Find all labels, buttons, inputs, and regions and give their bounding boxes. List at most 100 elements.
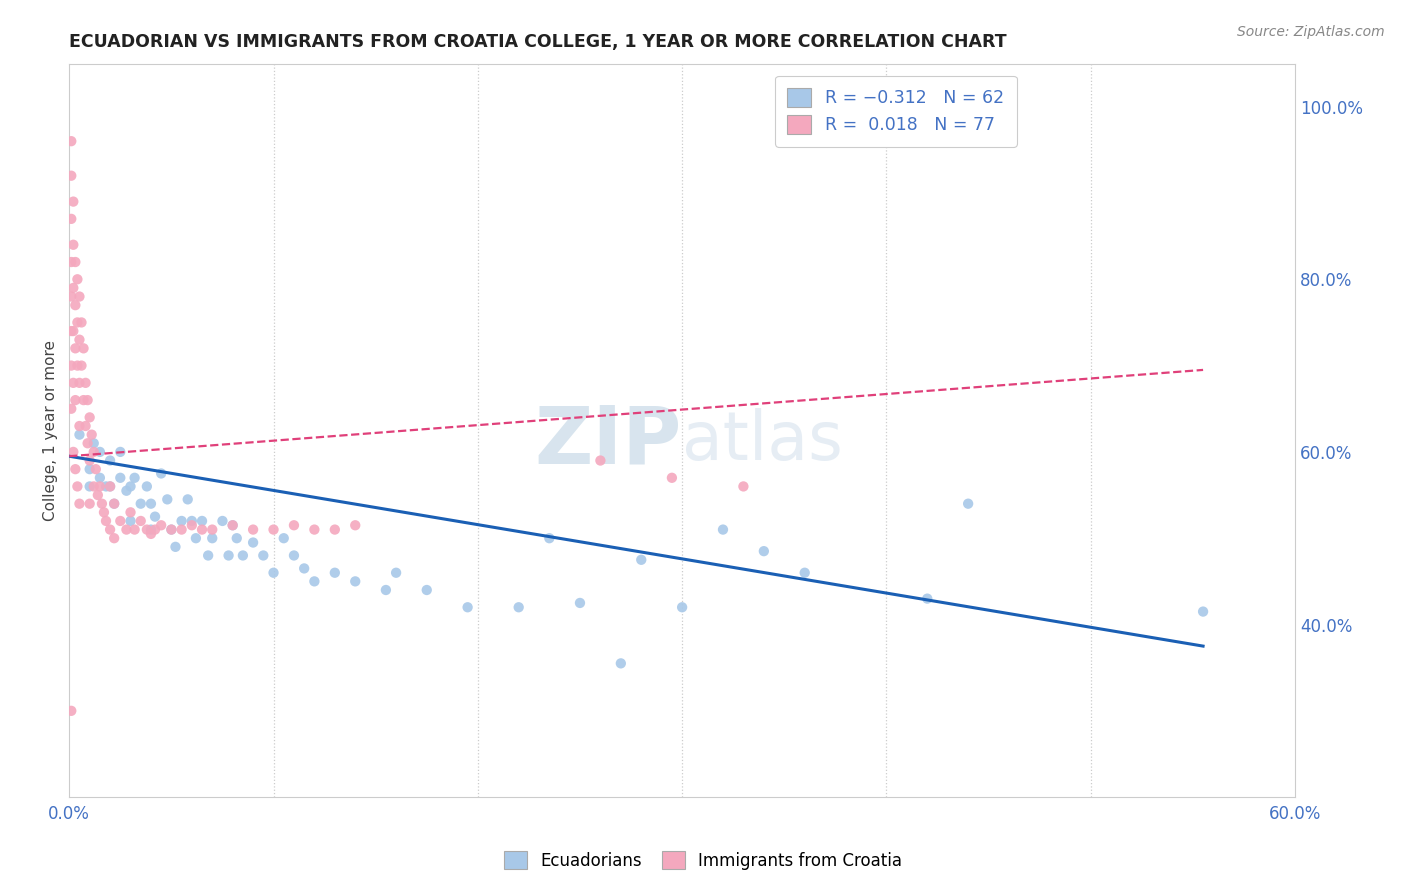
Point (103, 497, 125, 511)
Point (630, 553, 652, 567)
Point (69, 497, 91, 511)
Point (65, 462, 87, 476)
Point (165, 540, 187, 554)
Point (1192, 605, 1215, 619)
Point (283, 518, 305, 533)
Text: atlas: atlas (682, 409, 844, 475)
Point (110, 514, 132, 528)
Point (94, 479, 117, 493)
Point (65, 393, 87, 408)
Point (160, 523, 183, 537)
Point (252, 549, 274, 563)
Point (60, 704, 83, 718)
Y-axis label: College, 1 year or more: College, 1 year or more (44, 340, 58, 521)
Point (89, 479, 111, 493)
Point (124, 523, 146, 537)
Point (76, 393, 98, 408)
Point (62, 281, 84, 295)
Point (70, 315, 93, 329)
Point (225, 531, 247, 545)
Point (344, 518, 367, 533)
Point (323, 523, 346, 537)
Point (79, 462, 101, 476)
Point (66, 479, 89, 493)
Point (79, 479, 101, 493)
Point (139, 523, 162, 537)
Point (304, 523, 326, 537)
Point (98, 523, 121, 537)
Point (72, 393, 94, 408)
Point (344, 574, 367, 589)
Point (69, 376, 91, 390)
Point (120, 514, 142, 528)
Point (170, 514, 193, 528)
Point (60, 401, 83, 416)
Point (94, 514, 117, 528)
Point (89, 445, 111, 459)
Point (610, 657, 633, 671)
Point (79, 410, 101, 425)
Point (232, 549, 254, 563)
Point (129, 497, 152, 511)
Point (93, 505, 115, 519)
Point (72, 342, 94, 356)
Point (83, 479, 105, 493)
Point (60, 134, 83, 148)
Point (90, 497, 112, 511)
Point (457, 600, 479, 615)
Legend: R = −0.312   N = 62, R =  0.018   N = 77: R = −0.312 N = 62, R = 0.018 N = 77 (775, 76, 1017, 146)
Point (221, 518, 243, 533)
Point (242, 523, 264, 537)
Point (65, 255, 87, 269)
Point (135, 523, 157, 537)
Point (143, 523, 166, 537)
Point (60, 359, 83, 373)
Point (62, 376, 84, 390)
Point (752, 544, 775, 558)
Point (60, 211, 83, 226)
Point (115, 483, 138, 498)
Point (60, 255, 83, 269)
Point (80, 427, 103, 442)
Point (221, 518, 243, 533)
Point (143, 509, 166, 524)
Point (374, 582, 396, 597)
Point (75, 376, 97, 390)
Point (98, 479, 121, 493)
Point (201, 531, 224, 545)
Legend: Ecuadorians, Immigrants from Croatia: Ecuadorians, Immigrants from Croatia (496, 845, 910, 877)
Point (129, 514, 152, 528)
Point (508, 600, 530, 615)
Point (60, 324, 83, 338)
Point (62, 194, 84, 209)
Point (711, 523, 734, 537)
Point (917, 591, 939, 606)
Point (263, 566, 285, 580)
Point (69, 419, 91, 434)
Point (180, 518, 202, 533)
Point (70, 359, 93, 373)
Point (150, 467, 173, 481)
Point (211, 514, 233, 528)
Point (273, 531, 295, 545)
Point (184, 531, 207, 545)
Point (323, 566, 346, 580)
Point (416, 582, 439, 597)
Point (84, 462, 107, 476)
Point (98, 479, 121, 493)
Point (120, 505, 142, 519)
Point (62, 324, 84, 338)
Point (83, 436, 105, 450)
Text: ECUADORIAN VS IMMIGRANTS FROM CROATIA COLLEGE, 1 YEAR OR MORE CORRELATION CHART: ECUADORIAN VS IMMIGRANTS FROM CROATIA CO… (69, 33, 1007, 51)
Point (66, 272, 89, 286)
Point (110, 471, 132, 485)
Point (139, 527, 162, 541)
Text: Source: ZipAtlas.com: Source: ZipAtlas.com (1237, 25, 1385, 39)
Point (160, 523, 183, 537)
Point (671, 600, 693, 615)
Point (218, 549, 240, 563)
Point (793, 566, 815, 580)
Point (135, 479, 157, 493)
Point (69, 289, 91, 303)
Point (733, 479, 755, 493)
